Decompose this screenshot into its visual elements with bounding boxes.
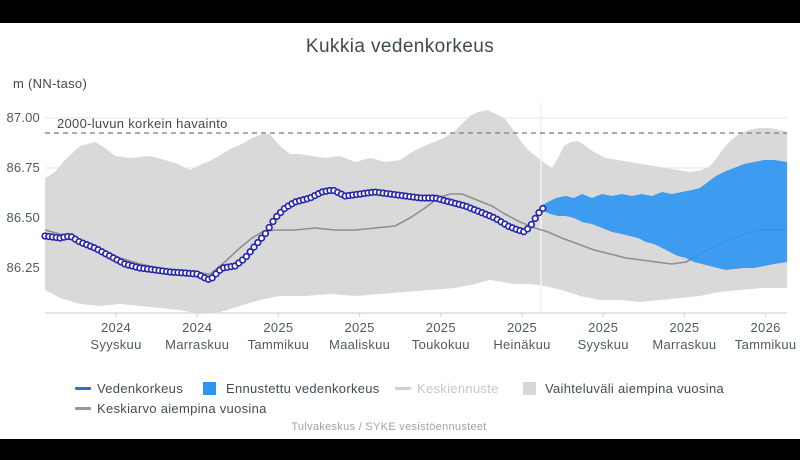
y-axis-label: 86.50 xyxy=(6,210,40,225)
forecast-band xyxy=(541,160,788,270)
chart-panel: Kukkia vedenkorkeus m (NN-taso) 87.00 86.… xyxy=(0,23,800,439)
y-axis-label: 87.00 xyxy=(6,110,40,125)
x-axis-label: 2024 Marraskuu xyxy=(165,320,230,352)
legend-item-ennustettu-vedenkorkeus[interactable]: Ennustettu vedenkorkeus xyxy=(226,381,380,396)
x-axis-label: 2025 Toukokuu xyxy=(411,320,470,352)
page-title: Kukkia vedenkorkeus xyxy=(305,36,495,57)
x-axis-label: 2024 Syyskuu xyxy=(90,320,142,352)
top-letterbox xyxy=(0,0,800,23)
legend-item-vedenkorkeus[interactable]: Vedenkorkeus xyxy=(97,381,183,396)
y-axis-label: 86.25 xyxy=(6,260,40,275)
keskiarvo-line-swatch xyxy=(75,407,91,410)
footer-credit: Tulvakeskus / SYKE vesistöennusteet xyxy=(291,421,487,433)
bottom-letterbox xyxy=(0,439,800,460)
y-axis-unit-label: m (NN-taso) xyxy=(13,76,88,91)
historical-range-band xyxy=(45,110,788,314)
legend-item-keskiarvo[interactable]: Keskiarvo aiempina vuosina xyxy=(97,401,267,416)
x-axis-label: 2025 Heinäkuu xyxy=(493,320,551,352)
plot-area[interactable] xyxy=(0,23,800,439)
legend-item-keskiennuste[interactable]: Keskiennuste xyxy=(417,381,499,396)
keskiennuste-line-swatch xyxy=(395,387,411,390)
x-axis-label: 2026 Tammikuu xyxy=(734,320,797,352)
x-axis-label: 2025 Marraskuu xyxy=(652,320,717,352)
threshold-label: 2000-luvun korkein havainto xyxy=(57,116,228,131)
observed-markers xyxy=(41,186,547,283)
x-axis-label: 2025 Tammikuu xyxy=(247,320,310,352)
y-axis-label: 86.75 xyxy=(6,160,40,175)
vedenkorkeus-line-swatch xyxy=(75,387,91,390)
vaihteluvali-area-swatch xyxy=(523,382,536,395)
ennustettu-area-swatch xyxy=(203,382,216,395)
legend-item-vaihteluvali[interactable]: Vaihteluväli aiempina vuosina xyxy=(545,381,725,396)
x-axis-label: 2025 Maaliskuu xyxy=(328,320,391,352)
x-axis-label: 2025 Syyskuu xyxy=(577,320,629,352)
